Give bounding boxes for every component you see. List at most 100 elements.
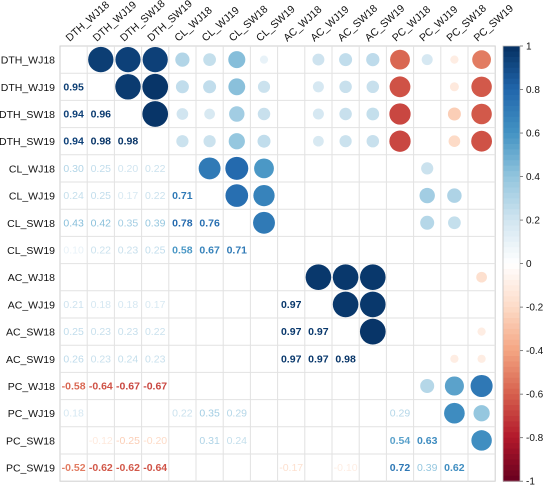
- correlation-value: 0.43: [63, 217, 84, 229]
- color-legend-segment: [503, 230, 520, 237]
- color-legend-segment: [503, 165, 520, 172]
- correlation-circle: [305, 264, 332, 291]
- color-legend-segment: [503, 301, 520, 308]
- correlation-circle: [447, 107, 461, 121]
- color-legend-segment: [503, 361, 520, 368]
- correlation-value: 0.35: [199, 408, 220, 420]
- correlation-circle: [228, 51, 246, 69]
- correlation-circle: [477, 327, 486, 336]
- correlation-value: 0.94: [63, 136, 84, 148]
- color-legend-tick-label: 0.2: [526, 216, 540, 227]
- correlation-circle: [204, 108, 215, 120]
- correlation-value: 0.10: [63, 245, 84, 257]
- color-legend-tick-label: 0.4: [526, 172, 540, 183]
- color-legend-segment: [503, 220, 520, 227]
- correlation-value: 0.22: [91, 245, 112, 257]
- color-legend-segment: [503, 225, 520, 232]
- correlation-value: -0.64: [89, 381, 113, 393]
- correlation-value: 0.17: [145, 299, 166, 311]
- color-legend-segment: [503, 366, 520, 373]
- cells: 0.95 0.94 0.96 0.94 0.98 0.98 0.30 0.25 0.20 0.22…: [62, 46, 493, 474]
- correlation-circle: [228, 78, 246, 96]
- color-legend-segment: [503, 394, 520, 401]
- correlation-value: 0.22: [145, 190, 166, 202]
- correlation-value: -0.62: [89, 462, 113, 474]
- row-label: CL_SW18: [7, 218, 55, 230]
- correlation-circle: [359, 291, 386, 318]
- correlation-circle: [471, 130, 492, 152]
- correlation-circle: [198, 157, 221, 180]
- row-label: PC_WJ19: [8, 408, 55, 420]
- correlation-value: 0.26: [63, 353, 84, 365]
- correlation-value: 0.98: [91, 136, 112, 148]
- color-legend-segment: [503, 154, 520, 161]
- correlation-value: 0.24: [227, 435, 248, 447]
- color-legend-segment: [503, 263, 520, 270]
- correlation-circle: [254, 158, 274, 179]
- row-label: AC_SW19: [6, 354, 55, 366]
- correlation-circle: [389, 103, 411, 125]
- color-legend-segment: [503, 350, 520, 357]
- color-legend-segment: [503, 437, 520, 444]
- color-legend-tick-label: -0.2: [526, 303, 544, 314]
- correlation-value: 0.22: [145, 163, 166, 175]
- correlation-value: 0.71: [172, 190, 193, 202]
- correlation-value: 0.97: [281, 326, 302, 338]
- correlation-circle: [312, 81, 324, 93]
- correlation-value: -0.64: [143, 462, 167, 474]
- correlation-circle: [420, 215, 435, 230]
- color-legend-segment: [503, 62, 520, 69]
- correlation-value: 0.23: [118, 245, 139, 257]
- correlation-circle: [175, 80, 189, 94]
- color-legend-segment: [503, 274, 520, 281]
- correlation-circle: [257, 80, 271, 93]
- color-legend-segment: [503, 127, 520, 134]
- correlation-value: 0.97: [281, 353, 302, 365]
- correlation-value: -0.67: [143, 381, 167, 393]
- color-legend-segment: [503, 415, 520, 422]
- correlation-value: 0.96: [91, 109, 112, 121]
- row-label: DTH_WJ18: [1, 55, 55, 67]
- correlation-circle: [366, 52, 380, 67]
- color-legend-segment: [503, 269, 520, 276]
- color-legend-segment: [503, 192, 520, 199]
- correlation-value: -0.67: [116, 381, 140, 393]
- correlation-value: 0.78: [172, 217, 193, 229]
- color-legend-segment: [503, 312, 520, 319]
- correlation-circle: [225, 156, 249, 180]
- correlation-circle: [471, 76, 492, 98]
- color-legend-segment: [503, 122, 520, 129]
- correlation-value: 0.94: [63, 109, 84, 121]
- correlation-value: 0.25: [91, 190, 112, 202]
- color-legend-segment: [503, 46, 520, 53]
- correlation-value: 0.20: [118, 163, 139, 175]
- color-legend-segment: [503, 279, 520, 286]
- correlation-circle: [203, 53, 216, 66]
- color-legend-tick-label: 0.8: [526, 85, 540, 96]
- correlation-circle: [359, 318, 386, 345]
- correlation-circle: [339, 53, 353, 67]
- correlation-value: 0.35: [118, 217, 139, 229]
- correlation-value: 0.25: [63, 326, 84, 338]
- color-legend-segment: [503, 214, 520, 221]
- correlation-value: 0.22: [145, 326, 166, 338]
- correlation-circle: [142, 73, 169, 100]
- color-legend-segment: [503, 176, 520, 183]
- correlation-circle: [448, 216, 461, 230]
- correlation-circle: [389, 76, 411, 98]
- correlation-circle: [450, 354, 459, 363]
- correlation-circle: [359, 264, 386, 291]
- row-label: CL_WJ18: [9, 163, 55, 175]
- correlation-value: 0.97: [308, 326, 329, 338]
- correlation-circle: [253, 211, 275, 234]
- correlation-value: 0.54: [390, 435, 411, 447]
- correlation-circle: [142, 101, 169, 127]
- correlation-value: -0.25: [116, 435, 140, 447]
- correlation-value: 0.30: [63, 163, 84, 175]
- color-legend-segment: [503, 203, 520, 210]
- correlation-circle: [176, 135, 189, 148]
- color-legend-segment: [503, 318, 520, 325]
- color-legend-segment: [503, 198, 520, 205]
